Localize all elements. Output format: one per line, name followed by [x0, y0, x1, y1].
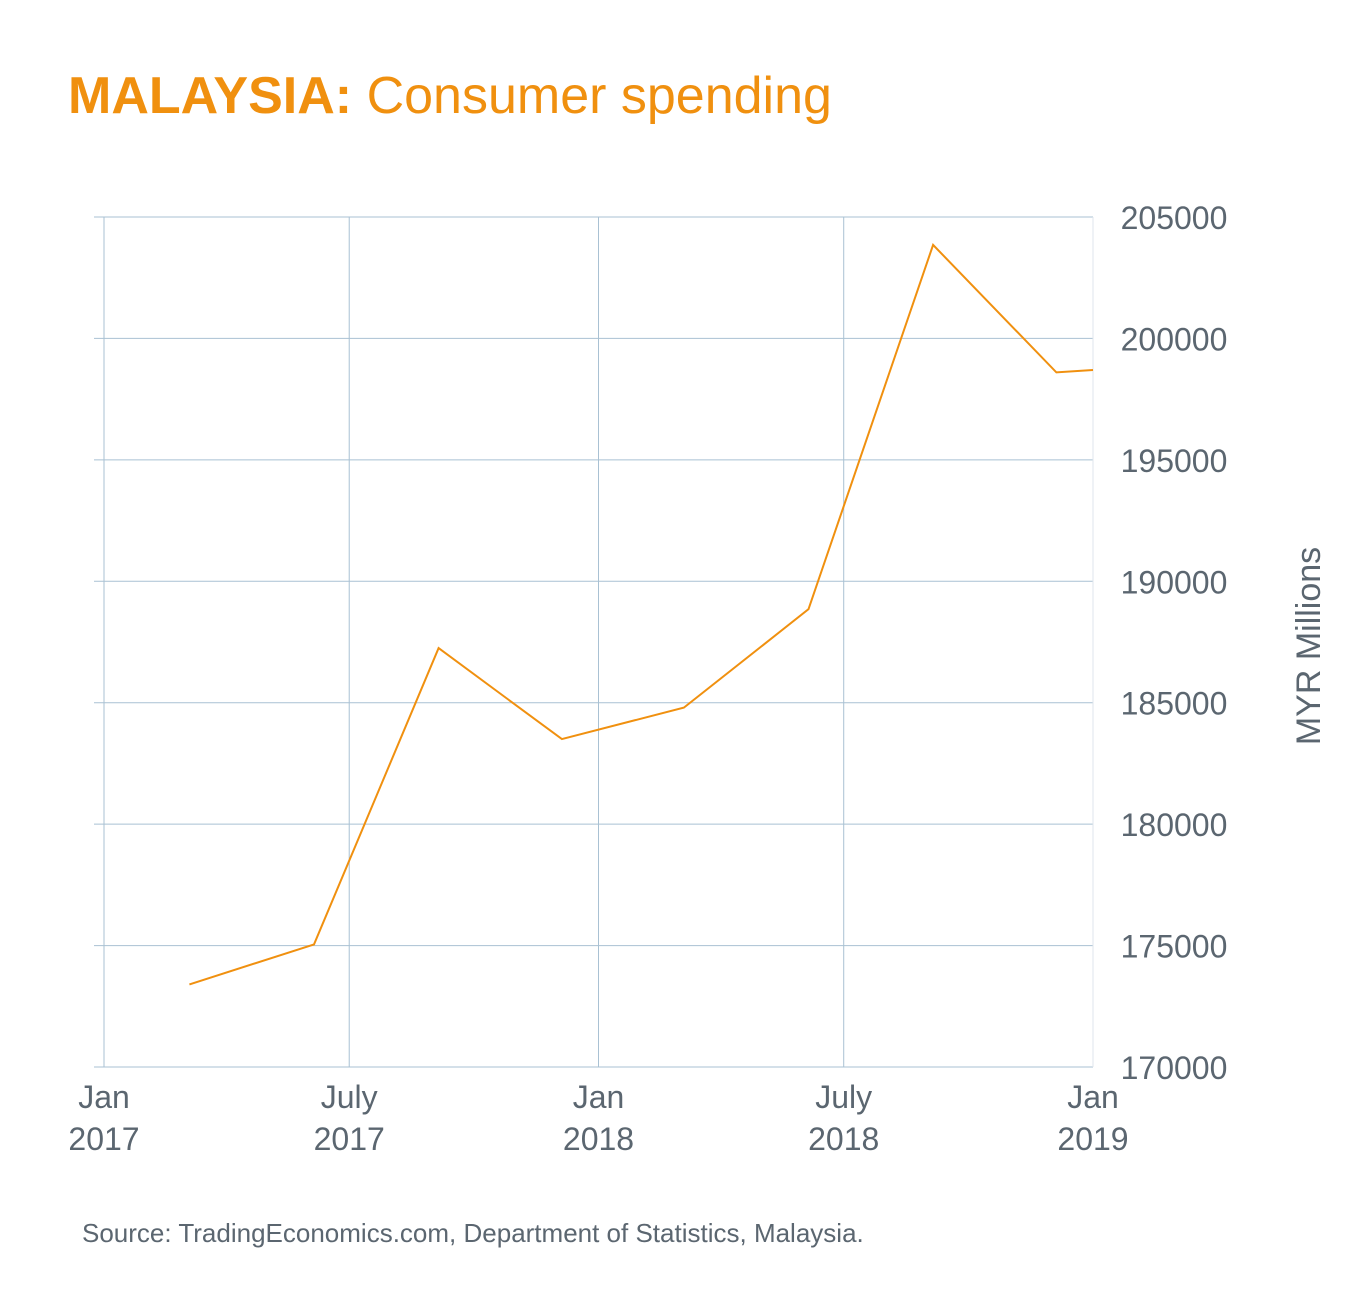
y-tick-label: 170000 — [1121, 1050, 1228, 1086]
x-tick-label-month: July — [815, 1079, 872, 1115]
x-tick-label-year: 2017 — [68, 1121, 139, 1157]
x-tick-label-month: Jan — [78, 1079, 130, 1115]
y-tick-label: 205000 — [1121, 200, 1228, 236]
x-tick-label-year: 2019 — [1057, 1121, 1128, 1157]
y-tick-label: 190000 — [1121, 564, 1228, 600]
y-tick-label: 180000 — [1121, 807, 1228, 843]
chart-title-country: MALAYSIA: — [68, 67, 353, 125]
x-tick-label-year: 2018 — [563, 1121, 634, 1157]
source-note: Source: TradingEconomics.com, Department… — [82, 1218, 864, 1248]
axes: 170000 175000 180000 185000 190000 195000 2000… — [68, 200, 1227, 1157]
chart-title-subject: Consumer spending — [366, 67, 832, 125]
y-tick-label: 200000 — [1121, 321, 1228, 357]
y-tick-label: 195000 — [1121, 443, 1228, 479]
y-axis-label: MYR Millions — [1290, 547, 1328, 745]
grid — [94, 216, 1094, 1068]
series-line — [189, 243, 1094, 986]
x-tick-label-year: 2018 — [808, 1121, 879, 1157]
chart-title: MALAYSIA: Consumer spending — [68, 66, 832, 126]
x-tick-label-year: 2017 — [314, 1121, 385, 1157]
x-tick-label-month: Jan — [573, 1079, 625, 1115]
x-tick-label-month: Jan — [1067, 1079, 1119, 1115]
x-tick-label-month: July — [321, 1079, 378, 1115]
series — [189, 243, 1094, 986]
y-tick-label: 175000 — [1121, 929, 1228, 965]
y-tick-label: 185000 — [1121, 686, 1228, 722]
